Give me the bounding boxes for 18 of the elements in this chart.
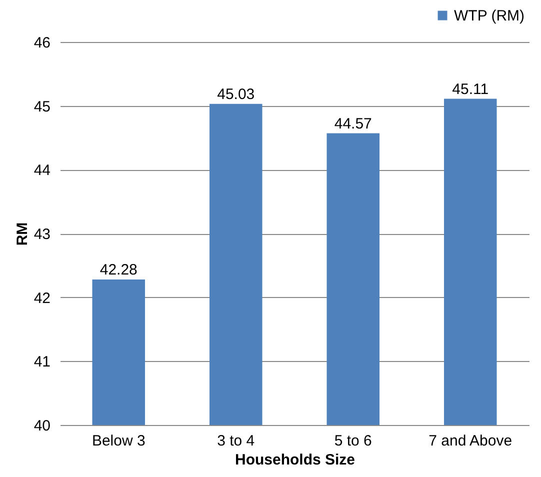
y-axis-title: RM [14, 222, 31, 246]
x-tick-label: 7 and Above [428, 432, 512, 450]
y-tick-label: 42 [34, 290, 50, 307]
x-tick-label: 3 to 4 [217, 432, 255, 450]
data-label: 45.03 [217, 86, 255, 103]
data-label: 45.11 [452, 80, 489, 98]
data-label: 42.28 [100, 261, 138, 278]
y-tick-label: 45 [34, 98, 50, 116]
data-label: 44.57 [334, 115, 372, 132]
x-tick-label: 5 to 6 [334, 432, 372, 450]
x-tick-label: Below 3 [92, 432, 146, 450]
y-tick-label: 43 [34, 226, 50, 243]
y-tick-label: 40 [34, 418, 50, 434]
y-tick-label: 44 [34, 162, 50, 180]
legend-label: WTP (RM) [454, 8, 525, 24]
x-axis-title: Households Size [234, 452, 356, 468]
y-tick-label: 41 [34, 354, 50, 371]
y-tick-label: 46 [34, 34, 50, 52]
